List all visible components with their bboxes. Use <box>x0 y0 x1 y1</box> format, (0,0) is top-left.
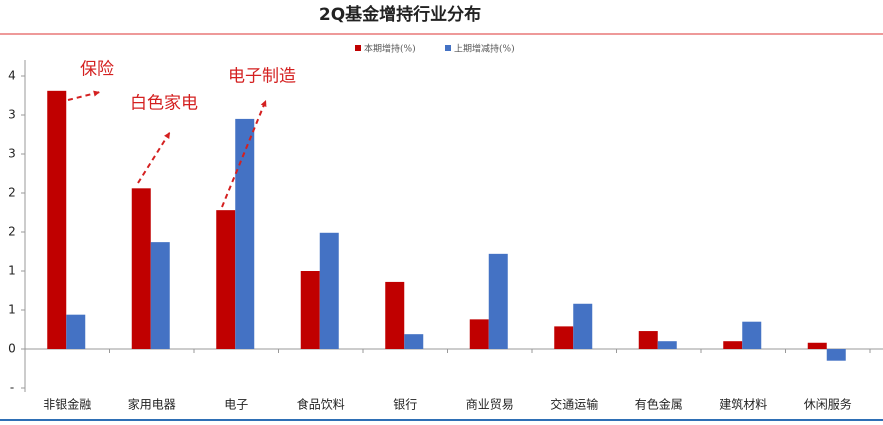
x-tick-label: 电子 <box>224 398 248 412</box>
bar <box>488 253 508 349</box>
legend-swatch <box>445 45 451 51</box>
bar <box>47 90 67 349</box>
y-tick-label: 2 <box>8 225 16 239</box>
bar <box>807 342 827 349</box>
arrow-head <box>260 100 267 107</box>
y-tick-label: 3 <box>8 147 16 161</box>
x-tick-label: 交通运输 <box>550 397 598 412</box>
chart-title: 2Q基金增持行业分布 <box>319 4 481 25</box>
bar <box>469 319 489 349</box>
bar <box>554 326 574 349</box>
legend-label: 本期增持(%) <box>364 43 416 55</box>
x-tick-label: 非银金融 <box>43 397 91 412</box>
y-tick-label: 1 <box>8 303 16 317</box>
bar <box>319 232 339 349</box>
bar <box>131 188 151 349</box>
y-tick-label: 1 <box>8 264 16 278</box>
bar <box>657 341 677 349</box>
annotation-arrow <box>221 99 267 208</box>
bar <box>385 281 405 349</box>
y-tick-label: 4 <box>8 69 16 83</box>
x-tick-label: 银行 <box>393 398 417 412</box>
bar <box>742 321 762 349</box>
annotation: 白色家电 <box>130 94 198 114</box>
legend-label: 上期增减持(%) <box>454 43 515 55</box>
bar <box>66 314 86 349</box>
bar <box>300 271 320 349</box>
y-tick-label: - <box>10 381 14 395</box>
x-tick-label: 家用电器 <box>128 397 176 412</box>
bar <box>723 341 743 349</box>
x-tick-label: 商业贸易 <box>466 397 514 412</box>
x-tick-label: 建筑材料 <box>719 397 767 412</box>
arrow-head <box>164 132 170 139</box>
bar <box>235 118 255 350</box>
annotation-arrow <box>137 131 171 184</box>
arrow-head <box>93 90 100 97</box>
bar <box>216 210 236 349</box>
y-tick-label: 0 <box>8 342 16 356</box>
bar <box>573 303 593 349</box>
bar <box>404 334 424 349</box>
x-tick-label: 休闲服务 <box>804 397 852 412</box>
legend-swatch <box>355 45 361 51</box>
y-tick-label: 2 <box>8 186 16 200</box>
bar <box>638 331 658 349</box>
annotation: 电子制造 <box>228 67 296 87</box>
x-tick-label: 食品饮料 <box>297 397 345 412</box>
x-tick-label: 有色金属 <box>635 397 683 412</box>
annotation: 保险 <box>80 60 114 80</box>
y-tick-label: 3 <box>8 108 16 122</box>
bar <box>150 242 170 349</box>
bar <box>826 349 846 361</box>
